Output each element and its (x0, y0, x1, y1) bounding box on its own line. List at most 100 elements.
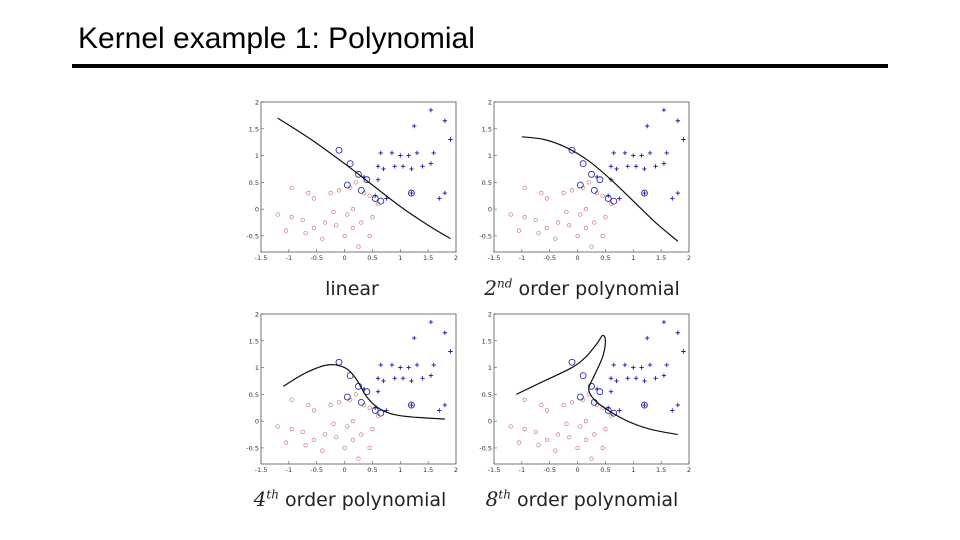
negative-point (583, 437, 589, 443)
x-tick-label: -1.5 (488, 254, 501, 262)
positive-point (642, 190, 647, 196)
caption-order: 2nd (484, 276, 513, 300)
positive-point (670, 196, 675, 201)
positive-point (431, 362, 436, 368)
caption-text: order polynomial (285, 489, 447, 511)
positive-point (428, 161, 434, 166)
negative-point (350, 437, 356, 443)
negative-point (567, 435, 572, 440)
negative-point (508, 424, 513, 429)
positive-point (392, 164, 397, 169)
negative-point (522, 185, 527, 190)
negative-point (334, 223, 339, 228)
positive-point (642, 402, 647, 408)
x-tick-label: 0.5 (600, 466, 610, 474)
x-tick-label: 0 (343, 254, 347, 262)
x-tick-label: 2 (687, 254, 691, 262)
x-tick-label: -1.5 (488, 466, 501, 474)
y-tick-label: 0 (488, 206, 492, 214)
positive-point (414, 362, 420, 368)
negative-point (275, 424, 280, 429)
negative-point (353, 180, 358, 185)
positive-point (675, 330, 681, 335)
y-tick-label: 0 (255, 418, 259, 426)
positive-point (647, 362, 653, 368)
support-vector (576, 181, 584, 189)
decision-boundary (516, 334, 678, 436)
negative-point (367, 445, 372, 451)
negative-point (289, 185, 294, 190)
positive-point (642, 166, 647, 172)
negative-point (533, 429, 538, 435)
positive-point (428, 107, 434, 113)
support-vector (377, 197, 385, 205)
support-vector (641, 401, 648, 409)
negative-point (589, 244, 594, 249)
support-vector (346, 160, 354, 168)
positive-point (389, 150, 395, 156)
positive-point (608, 164, 614, 169)
negative-point (300, 429, 305, 435)
negative-point (367, 233, 372, 239)
y-tick-label: -0.5 (479, 232, 492, 240)
slide-title: Kernel example 1: Polynomial (78, 22, 475, 55)
caption-2nd-order: 2nd order polynomial (472, 276, 692, 300)
negative-point (522, 397, 527, 402)
negative-point (367, 193, 372, 198)
negative-point (283, 228, 289, 233)
x-tick-label: -0.5 (543, 254, 556, 262)
positive-point (375, 164, 381, 169)
negative-point (586, 180, 591, 185)
support-vector (610, 197, 618, 205)
positive-point (647, 150, 653, 156)
support-vector (343, 181, 351, 189)
positive-point (661, 107, 667, 113)
negative-point (516, 440, 522, 445)
positive-point (448, 137, 453, 142)
negative-point (303, 231, 308, 236)
y-tick-label: 1 (255, 152, 259, 160)
positive-point (645, 335, 650, 341)
negative-point (322, 432, 328, 437)
negative-point (600, 233, 605, 239)
positive-point (406, 365, 411, 370)
positive-point (617, 196, 622, 201)
negative-point (567, 223, 572, 228)
positive-point (633, 376, 639, 381)
positive-point (664, 150, 669, 156)
positive-point (639, 365, 644, 370)
support-vector (408, 401, 415, 409)
negative-point (331, 209, 336, 214)
positive-point (617, 408, 622, 413)
negative-point (336, 400, 342, 405)
positive-point (661, 161, 667, 166)
positive-point (642, 378, 647, 384)
y-tick-label: 2 (488, 311, 492, 319)
decision-boundary (282, 364, 445, 420)
x-tick-label: -1 (286, 466, 292, 474)
x-tick-label: -1 (286, 254, 292, 262)
support-vector (596, 388, 604, 396)
caption-text: linear (325, 278, 379, 300)
negative-point (328, 190, 333, 196)
positive-point (412, 123, 417, 129)
support-vector (576, 393, 584, 401)
negative-point (578, 212, 583, 217)
negative-point (356, 456, 361, 461)
negative-point (544, 437, 550, 443)
positive-point (381, 166, 386, 172)
positive-point (412, 335, 417, 341)
x-tick-label: -1 (519, 254, 525, 262)
positive-point (625, 376, 630, 381)
negative-point (555, 220, 561, 225)
support-vector (357, 186, 365, 194)
y-tick-label: 0.5 (482, 179, 492, 187)
negative-point (320, 236, 325, 241)
negative-point (359, 220, 364, 225)
x-tick-label: 1 (398, 254, 402, 262)
negative-point (544, 225, 550, 231)
negative-point (544, 196, 550, 201)
x-tick-label: -1.5 (255, 254, 268, 262)
y-tick-label: 0.5 (249, 391, 259, 399)
positive-point (437, 408, 442, 413)
